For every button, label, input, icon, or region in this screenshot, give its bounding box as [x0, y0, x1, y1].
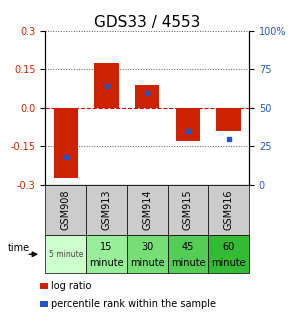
- Bar: [94, 63, 119, 108]
- Text: 5 minute: 5 minute: [49, 250, 83, 259]
- Text: 60: 60: [223, 243, 235, 252]
- Text: GSM914: GSM914: [142, 190, 152, 230]
- Text: minute: minute: [89, 258, 124, 267]
- Title: GDS33 / 4553: GDS33 / 4553: [94, 15, 200, 30]
- Text: GSM915: GSM915: [183, 190, 193, 231]
- Text: time: time: [7, 243, 30, 253]
- Bar: [176, 108, 200, 141]
- Text: log ratio: log ratio: [51, 281, 91, 291]
- Text: minute: minute: [130, 258, 165, 267]
- Text: GSM908: GSM908: [61, 190, 71, 230]
- Text: GSM913: GSM913: [101, 190, 112, 230]
- Text: minute: minute: [171, 258, 205, 267]
- Text: 15: 15: [100, 243, 113, 252]
- Text: 45: 45: [182, 243, 194, 252]
- Bar: [54, 108, 78, 178]
- Bar: [217, 108, 241, 131]
- Text: 30: 30: [141, 243, 153, 252]
- Text: percentile rank within the sample: percentile rank within the sample: [51, 299, 216, 309]
- Text: GSM916: GSM916: [224, 190, 234, 230]
- Bar: [135, 85, 159, 108]
- Text: minute: minute: [211, 258, 246, 267]
